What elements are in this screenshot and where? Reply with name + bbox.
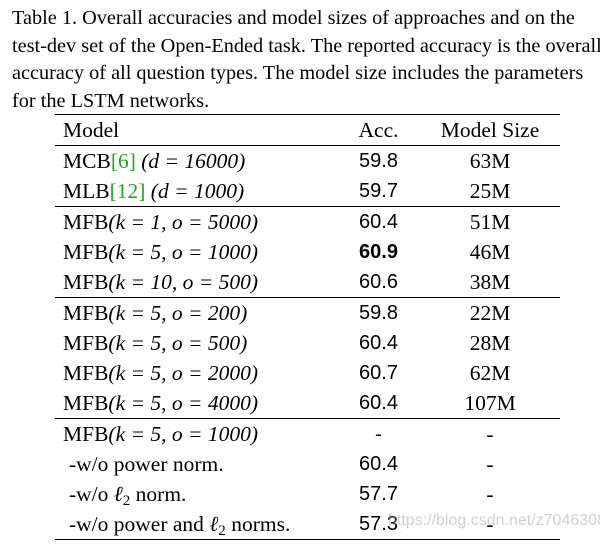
size-cell: 38M: [469, 270, 511, 294]
table-row: MFB(k = 5, o = 200) 59.8 22M: [55, 298, 560, 328]
group-rule: [55, 206, 560, 207]
size-cell: -: [486, 482, 494, 506]
model-params: (k = 5, o = 500): [108, 331, 248, 355]
ell-subscript: 2: [218, 523, 226, 539]
model-name: MFB: [63, 270, 109, 294]
row-model: MFB(k = 5, o = 4000): [63, 388, 258, 418]
model-name: MFB: [63, 361, 109, 385]
row-model: MFB(k = 5, o = 500): [63, 328, 247, 358]
ablation-name: -w/o power and ℓ2 norms.: [69, 509, 290, 546]
row-model: MFB(k = 10, o = 500): [63, 267, 258, 297]
model-params: (k = 5, o = 1000): [108, 422, 259, 446]
table-row: -w/o power and ℓ2 norms. 57.3 -: [55, 509, 560, 539]
acc-cell: 60.4: [359, 332, 398, 354]
header-model: Model: [63, 118, 120, 142]
model-name: MCB: [63, 149, 111, 173]
table-row: MFB(k = 5, o = 1000) 60.9 46M: [55, 237, 560, 267]
table-row: -w/o ℓ2 norm. 57.7 -: [55, 479, 560, 509]
acc-cell: 59.8: [359, 302, 398, 324]
table-row: MFB(k = 5, o = 4000) 60.4 107M: [55, 388, 560, 418]
acc-cell-best: 60.9: [359, 241, 398, 263]
acc-cell: 60.6: [359, 271, 398, 293]
acc-cell: 60.4: [359, 453, 398, 475]
model-name: MFB: [63, 210, 109, 234]
model-params: (d = 16000): [141, 149, 246, 173]
ablation-suffix: norms.: [225, 512, 291, 536]
row-model: MCB[6] (d = 16000): [63, 146, 245, 176]
header-model-size: Model Size: [440, 118, 540, 142]
size-cell: 22M: [469, 301, 511, 325]
model-params: (k = 5, o = 2000): [108, 361, 259, 385]
model-name: MFB: [63, 391, 109, 415]
ablation-name: -w/o ℓ2 norm.: [69, 479, 186, 516]
acc-cell: 59.7: [359, 180, 398, 202]
size-cell: 51M: [469, 210, 511, 234]
results-table: Model Acc. Model Size MCB[6] (d = 16000)…: [55, 114, 560, 540]
size-cell: 25M: [469, 179, 511, 203]
model-name: MFB: [63, 331, 109, 355]
size-cell: -: [486, 512, 494, 536]
model-params: (k = 1, o = 5000): [108, 210, 259, 234]
ell-symbol: ℓ: [209, 512, 219, 536]
citation-link[interactable]: [12]: [109, 179, 146, 203]
watermark: https://blog.csdn.net/z704630835: [388, 512, 600, 529]
acc-cell: 57.3: [359, 513, 398, 535]
table-row: MCB[6] (d = 16000) 59.8 63M: [55, 146, 560, 176]
row-model: MFB(k = 5, o = 200): [63, 298, 247, 328]
size-cell: 62M: [469, 361, 511, 385]
size-cell: 46M: [469, 240, 511, 264]
ablation-suffix: norm.: [130, 482, 187, 506]
acc-cell: -: [375, 423, 382, 445]
row-model: MFB(k = 1, o = 5000): [63, 207, 258, 237]
model-name: MFB: [63, 422, 109, 446]
row-model: MFB(k = 5, o = 1000): [63, 237, 258, 267]
row-model: MLB[12] (d = 1000): [63, 176, 244, 206]
acc-cell: 59.8: [359, 150, 398, 172]
group-rule: [55, 297, 560, 298]
ell-symbol: ℓ: [113, 482, 123, 506]
table-header-row: Model Acc. Model Size: [55, 115, 560, 145]
table-top-rule: [55, 114, 560, 115]
row-model: MFB(k = 5, o = 2000): [63, 358, 258, 388]
table-row: MFB(k = 5, o = 500) 60.4 28M: [55, 328, 560, 358]
model-params: (k = 10, o = 500): [108, 270, 259, 294]
model-name: MFB: [63, 240, 109, 264]
acc-cell: 57.7: [359, 483, 398, 505]
size-cell: -: [486, 422, 494, 446]
citation-link[interactable]: [6]: [110, 149, 136, 173]
table-row: MFB(k = 5, o = 2000) 60.7 62M: [55, 358, 560, 388]
ablation-prefix: -w/o: [69, 482, 114, 506]
table-row: -w/o power norm. 60.4 -: [55, 449, 560, 479]
ablation-prefix: -w/o power and: [69, 512, 210, 536]
model-params: (d = 1000): [150, 179, 245, 203]
ablation-name: -w/o power norm.: [69, 452, 224, 476]
model-params: (k = 5, o = 1000): [108, 240, 259, 264]
acc-cell: 60.4: [359, 211, 398, 233]
ell-subscript: 2: [122, 493, 131, 509]
table-caption: Table 1. Overall accuracies and model si…: [12, 7, 600, 112]
acc-cell: 60.4: [359, 392, 398, 414]
table-row: MFB(k = 1, o = 5000) 60.4 51M: [55, 207, 560, 237]
size-cell: 63M: [469, 149, 511, 173]
table-bottom-rule: [55, 539, 560, 540]
table-row: MLB[12] (d = 1000) 59.7 25M: [55, 176, 560, 206]
header-rule: [55, 145, 560, 146]
model-params: (k = 5, o = 4000): [108, 391, 259, 415]
size-cell: -: [486, 452, 494, 476]
model-name: MFB: [63, 301, 109, 325]
model-name: MLB: [63, 179, 110, 203]
table-row: MFB(k = 10, o = 500) 60.6 38M: [55, 267, 560, 297]
size-cell: 28M: [469, 331, 511, 355]
header-acc: Acc.: [358, 118, 399, 142]
model-params: (k = 5, o = 200): [108, 301, 248, 325]
table-row: MFB(k = 5, o = 1000) - -: [55, 419, 560, 449]
group-rule: [55, 418, 560, 419]
size-cell: 107M: [464, 391, 516, 415]
row-model: MFB(k = 5, o = 1000): [63, 419, 258, 449]
acc-cell: 60.7: [359, 362, 398, 384]
